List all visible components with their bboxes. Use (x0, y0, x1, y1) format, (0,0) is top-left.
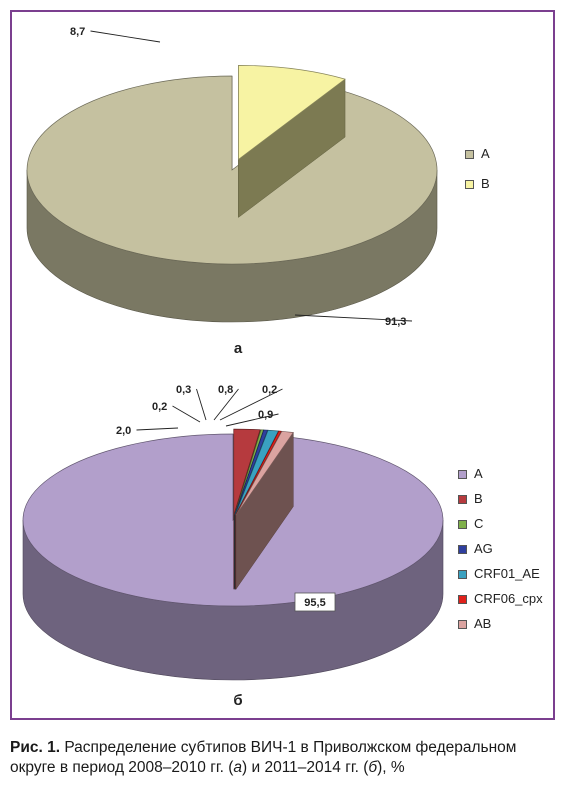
legend-swatch (465, 180, 474, 189)
legend-label: B (474, 491, 483, 506)
legend-label: AG (474, 541, 493, 556)
data-label-a: 91,3 (385, 316, 406, 328)
caption-prefix: Рис. 1. (10, 739, 61, 756)
legend-swatch (458, 495, 467, 504)
data-label-a: 95,5 (304, 597, 325, 609)
data-label-crf06-cpx-leader (219, 388, 283, 421)
legend-label: CRF01_AE (474, 566, 540, 581)
legend-swatch (458, 545, 467, 554)
data-label-b-leader (90, 30, 161, 43)
legend-label: A (474, 466, 483, 481)
caption-mid: ) и 2011–2014 гг. ( (242, 759, 369, 776)
data-label-crf01-ae: 0,8 (218, 384, 233, 396)
slice-a-top (22, 433, 444, 607)
caption-text: Распределение субтипов ВИЧ-1 в Приволжск… (10, 739, 517, 776)
data-label-b: 2,0 (116, 425, 131, 437)
slice-ab (235, 430, 294, 591)
data-label-ag-leader (196, 388, 207, 421)
data-label-a-leader (294, 314, 413, 322)
data-label-crf01-ae-leader (213, 388, 239, 421)
data-label-ab-leader (225, 413, 279, 427)
data-label-ag: 0,3 (176, 384, 191, 396)
panel-label-b: б (233, 692, 243, 709)
pie-1: 95,5 2,0 0,2 0,3 0,8 0,2 0,9 (22, 384, 444, 681)
slice-b-top (238, 65, 346, 161)
data-label-c-leader (172, 405, 201, 423)
legend-label: AB (474, 616, 492, 631)
legend-label: A (481, 146, 490, 161)
pie-0: 91,3 8,7 (26, 26, 438, 328)
data-label-crf06-cpx: 0,2 (262, 384, 277, 396)
legend-swatch (465, 150, 474, 159)
legend-swatch (458, 595, 467, 604)
legend-label: CRF06_cpx (474, 591, 543, 606)
caption-a: а (233, 759, 243, 776)
slice-a (22, 433, 444, 681)
panel-label-a: а (233, 340, 243, 357)
legend-swatch (458, 570, 467, 579)
slice-b-top (233, 428, 261, 516)
legend-swatch (458, 470, 467, 479)
caption-suffix: ), % (377, 759, 405, 776)
data-label-ab: 0,9 (258, 409, 273, 421)
slice-a (26, 75, 438, 323)
slice-b (238, 65, 346, 218)
data-label-c: 0,2 (152, 401, 167, 413)
slice-crf06-cpx-top (235, 430, 282, 516)
legend-label: B (481, 176, 490, 191)
slice-a-top (26, 75, 438, 265)
figure-caption: Рис. 1. Распределение субтипов ВИЧ-1 в П… (10, 738, 565, 778)
legend-label: C (474, 516, 484, 531)
data-label-b: 8,7 (70, 26, 85, 38)
data-label-b-leader (136, 427, 179, 431)
slice-ab-top (235, 430, 294, 516)
caption-b: б (368, 759, 378, 776)
slice-ag-top (234, 429, 269, 516)
legend-swatch (458, 520, 467, 529)
legend-swatch (458, 620, 467, 629)
data-label-a-box (294, 592, 336, 612)
